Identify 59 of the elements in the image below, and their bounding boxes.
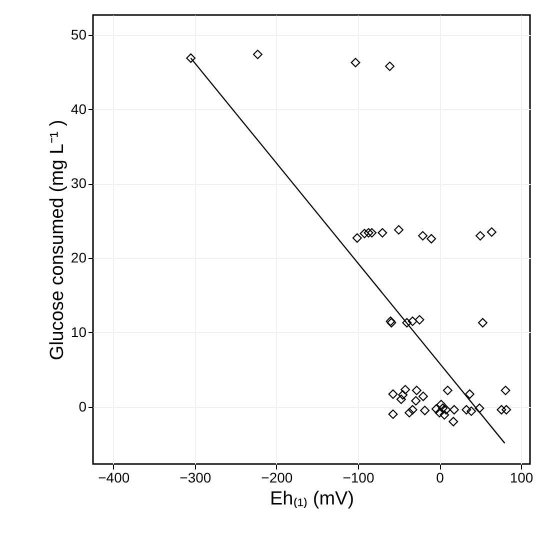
point	[434, 408, 444, 418]
point	[418, 392, 428, 402]
point	[441, 405, 451, 414]
point	[394, 225, 404, 235]
point	[440, 410, 450, 420]
point	[404, 408, 414, 418]
point	[398, 390, 408, 400]
point	[500, 386, 510, 396]
y-tick-label: 0	[78, 398, 87, 414]
point	[352, 233, 362, 243]
y-axis-title: Glucose consumed (mg L⁻¹ )	[46, 120, 68, 360]
y-tick-label: 50	[70, 26, 87, 43]
point	[385, 62, 394, 72]
point	[388, 389, 398, 399]
x-axis-title: Eh₍₁₎ (mV)	[270, 488, 354, 510]
point	[496, 405, 506, 414]
x-tick-label: −300	[180, 470, 212, 486]
point	[350, 58, 360, 68]
x-tick-label: −400	[98, 470, 130, 486]
point	[364, 228, 374, 238]
point	[474, 404, 484, 413]
point	[402, 318, 412, 328]
point	[462, 405, 472, 414]
point	[448, 416, 458, 426]
point	[464, 389, 474, 399]
y-tick-label: 10	[70, 324, 87, 340]
point	[449, 405, 459, 414]
point	[408, 405, 418, 414]
point	[432, 404, 441, 414]
x-tick-label: 100	[510, 470, 534, 486]
point	[502, 405, 512, 414]
point	[438, 404, 448, 413]
point	[486, 227, 496, 237]
point	[396, 394, 406, 404]
y-tick-label: 40	[70, 100, 87, 117]
point	[408, 316, 418, 326]
point	[252, 50, 262, 60]
point	[367, 228, 377, 238]
point	[436, 400, 446, 410]
point	[466, 406, 476, 416]
point	[388, 409, 398, 419]
x-tick-label: −200	[261, 470, 293, 486]
point	[442, 386, 452, 396]
point	[478, 318, 488, 328]
point	[186, 53, 196, 63]
y-tick-label: 30	[70, 175, 87, 192]
point	[476, 231, 485, 241]
point	[411, 396, 421, 406]
point	[360, 228, 370, 238]
x-tick-label: −100	[342, 470, 374, 486]
x-tick-label: 0	[436, 470, 444, 486]
y-tick-label: 20	[70, 250, 87, 266]
point	[420, 406, 430, 416]
point	[400, 384, 410, 394]
point	[378, 228, 388, 238]
point	[426, 234, 436, 244]
point	[414, 315, 424, 325]
point	[412, 386, 422, 396]
point	[418, 231, 428, 241]
